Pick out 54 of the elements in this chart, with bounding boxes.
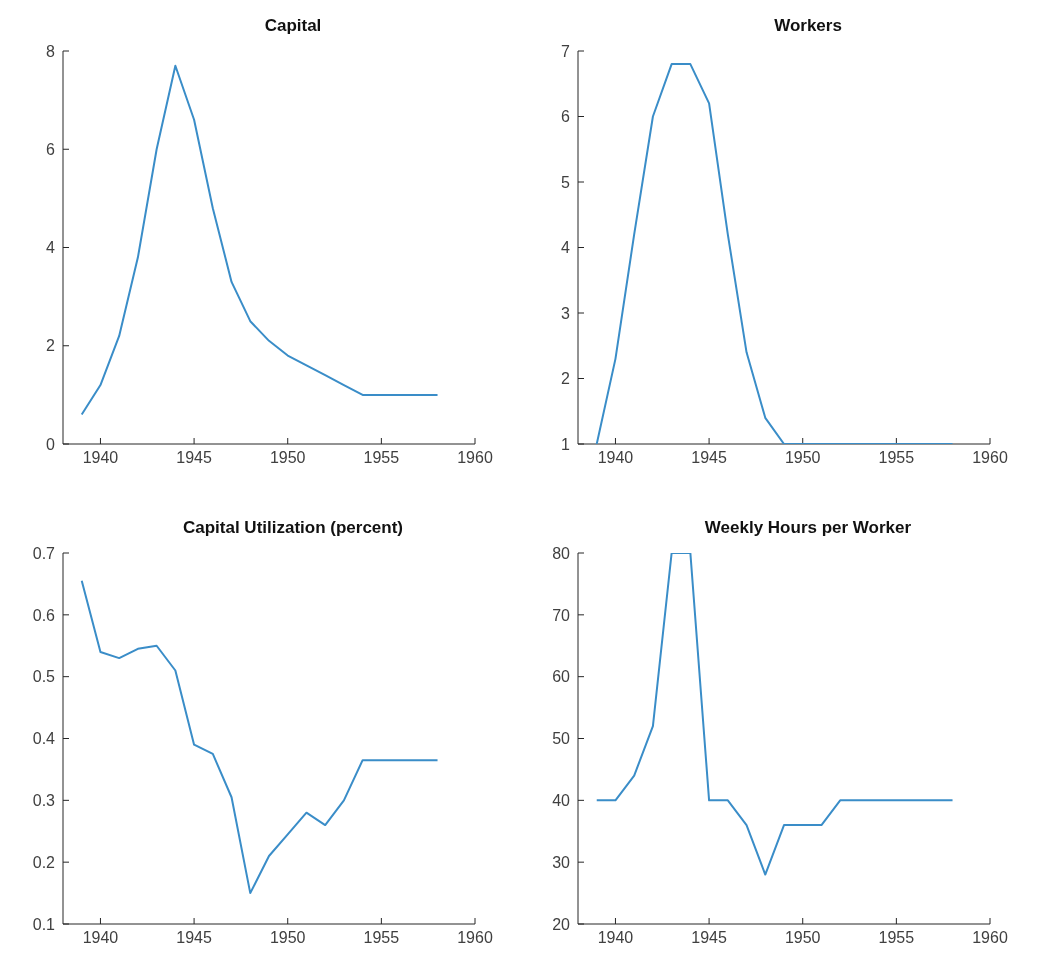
y-tick-label: 0 (46, 435, 56, 453)
y-tick-label: 6 (561, 108, 571, 126)
line-series (595, 63, 954, 444)
chart-title: Capital Utilization (percent) (181, 518, 405, 538)
y-tick-label: 0.2 (32, 853, 56, 871)
x-tick-label: 1955 (878, 449, 915, 467)
x-tick-label: 1950 (269, 929, 306, 947)
x-tick-label: 1945 (691, 449, 727, 467)
y-tick-label: 20 (552, 915, 571, 933)
line-series (595, 553, 954, 876)
y-tick-label: 60 (552, 668, 571, 686)
x-tick-label: 1940 (597, 929, 634, 947)
y-tick-label: 3 (561, 304, 571, 322)
y-tick-label: 40 (552, 792, 571, 810)
x-tick-label: 1945 (691, 929, 727, 947)
y-tick-label: 0.5 (32, 668, 56, 686)
x-tick-label: 1940 (597, 449, 634, 467)
x-tick-label: 1960 (972, 449, 1008, 467)
chart-title: Weekly Hours per Worker (703, 518, 913, 538)
y-tick-label: 0.7 (32, 544, 56, 562)
x-tick-label: 1955 (363, 929, 400, 947)
y-tick-label: 4 (561, 239, 571, 257)
x-tick-label: 1960 (972, 929, 1008, 947)
x-tick-label: 1960 (457, 929, 493, 947)
x-tick-label: 1940 (82, 929, 119, 947)
y-tick-label: 70 (552, 606, 571, 624)
y-tick-label: 2 (46, 337, 56, 355)
y-tick-label: 0.4 (32, 730, 56, 748)
x-tick-label: 1955 (878, 929, 915, 947)
x-tick-label: 1945 (176, 449, 212, 467)
y-tick-label: 6 (46, 140, 56, 158)
x-tick-label: 1960 (457, 449, 493, 467)
y-tick-label: 0.3 (32, 792, 56, 810)
x-tick-label: 1945 (176, 929, 212, 947)
y-tick-label: 0.6 (32, 606, 56, 624)
x-tick-label: 1940 (82, 449, 119, 467)
chart-title: Workers (773, 16, 843, 36)
chart-title: Capital (263, 16, 323, 36)
y-tick-label: 7 (561, 42, 571, 60)
y-tick-label: 30 (552, 853, 571, 871)
x-tick-label: 1955 (363, 449, 400, 467)
y-tick-label: 5 (561, 173, 571, 191)
line-series (80, 579, 439, 895)
y-tick-label: 4 (46, 239, 56, 257)
line-series (80, 64, 439, 416)
y-tick-label: 0.1 (32, 915, 56, 933)
y-tick-label: 1 (561, 435, 571, 453)
x-tick-label: 1950 (784, 929, 821, 947)
x-tick-label: 1950 (784, 449, 821, 467)
y-tick-label: 2 (561, 370, 571, 388)
x-tick-label: 1950 (269, 449, 306, 467)
y-tick-label: 80 (552, 544, 571, 562)
y-tick-label: 8 (46, 42, 56, 60)
y-tick-label: 50 (552, 730, 571, 748)
